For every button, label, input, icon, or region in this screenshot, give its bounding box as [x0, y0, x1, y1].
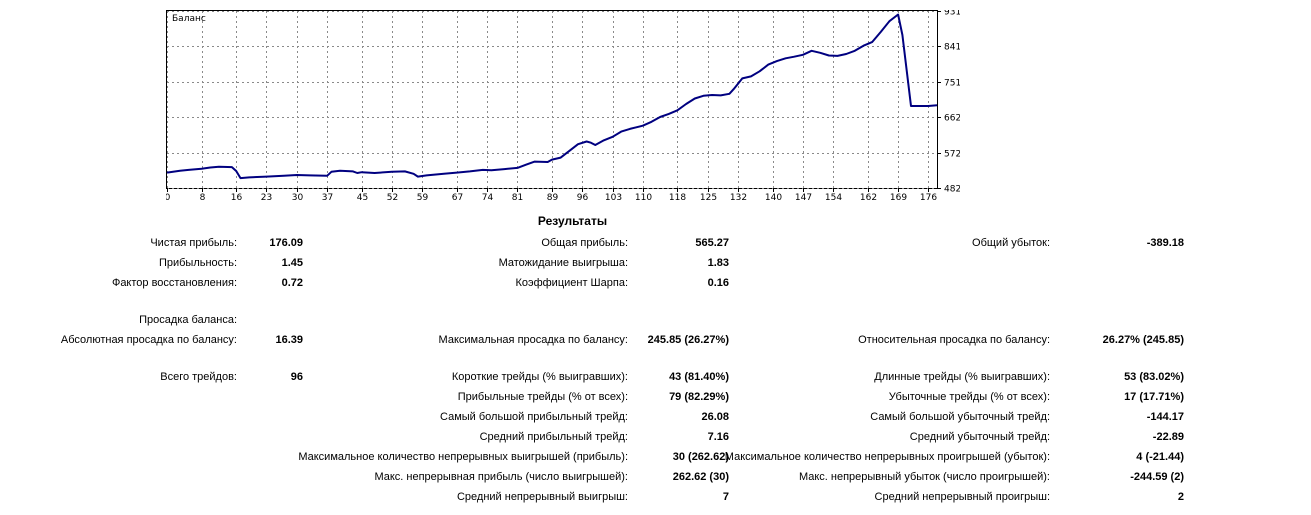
x-tick-label: 176 — [920, 193, 937, 203]
short-trades-value: 43 (81.40%) — [669, 371, 729, 383]
x-tick-label: 37 — [322, 193, 333, 203]
expected-payoff-label: Матожидание выигрыша: — [498, 257, 628, 269]
relative-drawdown-label: Относительная просадка по балансу: — [858, 334, 1050, 346]
max-drawdown-value: 245.85 (26.27%) — [647, 334, 729, 346]
chart-title: Баланс — [172, 14, 206, 24]
max-consecutive-wins-label: Максимальное количество непрерывных выиг… — [298, 451, 628, 463]
average-consecutive-losses-value: 2 — [1177, 491, 1184, 503]
x-tick-label: 59 — [417, 193, 429, 203]
gross-loss-label: Общий убыток: — [972, 237, 1050, 249]
max-consecutive-wins-value: 30 (262.62) — [672, 451, 729, 463]
net-profit-value: 176.09 — [269, 237, 303, 249]
results-title: Результаты — [537, 214, 608, 228]
x-tick-label: 162 — [860, 193, 877, 203]
max-consecutive-profit-value: 262.62 (30) — [672, 471, 729, 483]
long-trades-label: Длинные трейды (% выигравших): — [874, 371, 1050, 383]
recovery-factor-value: 0.72 — [281, 277, 303, 289]
y-tick-label: 931 — [944, 10, 960, 18]
loss-trades-value: 17 (17.71%) — [1124, 391, 1184, 403]
average-consecutive-losses-label: Средний непрерывный проигрыш: — [874, 491, 1050, 503]
total-trades-label: Всего трейдов: — [160, 371, 237, 383]
y-tick-label: 482 — [944, 185, 960, 195]
loss-trades-label: Убыточные трейды (% от всех): — [888, 391, 1050, 403]
x-tick-label: 0 — [166, 193, 171, 203]
x-tick-label: 154 — [825, 193, 842, 203]
gross-profit-label: Общая прибыль: — [541, 237, 628, 249]
x-tick-label: 96 — [577, 193, 589, 203]
total-trades-value: 96 — [290, 371, 303, 383]
x-tick-label: 125 — [700, 193, 717, 203]
y-tick-label: 662 — [944, 114, 960, 124]
profit-factor-label: Прибыльность: — [158, 257, 237, 269]
profit-trades-value: 79 (82.29%) — [669, 391, 729, 403]
absolute-drawdown-label: Абсолютная просадка по балансу: — [60, 334, 237, 346]
max-consecutive-profit-label: Макс. непрерывная прибыль (число выигрыш… — [374, 471, 628, 483]
short-trades-label: Короткие трейды (% выигравших): — [451, 371, 628, 383]
max-consecutive-losses-value: 4 (-21.44) — [1136, 451, 1184, 463]
average-consecutive-wins-value: 7 — [722, 491, 729, 503]
balance-chart-svg: 931 841 751 662 572 482 0 8 16 23 30 37 45 52 59 67 74 81… — [166, 10, 960, 203]
gross-profit-value: 565.27 — [695, 237, 729, 249]
sharpe-ratio-label: Коэффициент Шарпа: — [515, 277, 628, 289]
y-tick-label: 572 — [944, 150, 960, 160]
profit-trades-label: Прибыльные трейды (% от всех): — [457, 391, 628, 403]
average-loss-trade-label: Средний убыточный трейд: — [909, 431, 1050, 443]
relative-drawdown-value: 26.27% (245.85) — [1102, 334, 1184, 346]
x-tick-label: 23 — [261, 193, 272, 203]
x-tick-label: 140 — [765, 193, 782, 203]
y-tick-label: 841 — [944, 43, 960, 53]
x-tick-label: 74 — [482, 193, 494, 203]
max-drawdown-label: Максимальная просадка по балансу: — [438, 334, 628, 346]
largest-loss-trade-label: Самый большой убыточный трейд: — [870, 411, 1050, 423]
x-tick-label: 8 — [200, 193, 206, 203]
net-profit-label: Чистая прибыль: — [150, 237, 237, 249]
largest-profit-trade-value: 26.08 — [701, 411, 729, 423]
max-consecutive-losses-label: Максимальное количество непрерывных прои… — [724, 451, 1050, 463]
x-tick-label: 81 — [512, 193, 523, 203]
max-consecutive-loss-label: Макс. непрерывный убыток (число проигрыш… — [798, 471, 1050, 483]
largest-loss-trade-value: -144.17 — [1146, 411, 1184, 423]
recovery-factor-label: Фактор восстановления: — [111, 277, 237, 289]
long-trades-value: 53 (83.02%) — [1124, 371, 1184, 383]
x-tick-label: 89 — [547, 193, 559, 203]
x-tick-label: 132 — [730, 193, 747, 203]
absolute-drawdown-value: 16.39 — [275, 334, 303, 346]
x-tick-label: 118 — [669, 193, 686, 203]
x-tick-label: 30 — [292, 193, 304, 203]
x-tick-label: 16 — [231, 193, 243, 203]
x-tick-label: 147 — [795, 193, 812, 203]
balance-chart: 931 841 751 662 572 482 0 8 16 23 30 37 45 52 59 67 74 81… — [166, 10, 960, 205]
x-tick-label: 103 — [605, 193, 622, 203]
y-tick-label: 751 — [944, 79, 960, 89]
average-profit-trade-value: 7.16 — [707, 431, 729, 443]
balance-drawdown-label: Просадка баланса: — [139, 314, 237, 326]
average-profit-trade-label: Средний прибыльный трейд: — [479, 431, 628, 443]
average-consecutive-wins-label: Средний непрерывный выигрыш: — [456, 491, 628, 503]
largest-profit-trade-label: Самый большой прибыльный трейд: — [440, 411, 628, 423]
x-tick-label: 169 — [890, 193, 907, 203]
x-tick-label: 45 — [357, 193, 368, 203]
expected-payoff-value: 1.83 — [707, 257, 729, 269]
x-tick-label: 67 — [452, 193, 463, 203]
max-consecutive-loss-value: -244.59 (2) — [1130, 471, 1184, 483]
profit-factor-value: 1.45 — [281, 257, 303, 269]
x-tick-label: 110 — [635, 193, 652, 203]
x-tick-label: 52 — [387, 193, 398, 203]
balance-line — [166, 13, 938, 180]
sharpe-ratio-value: 0.16 — [707, 277, 729, 289]
average-loss-trade-value: -22.89 — [1152, 431, 1184, 443]
gross-loss-value: -389.18 — [1146, 237, 1184, 249]
